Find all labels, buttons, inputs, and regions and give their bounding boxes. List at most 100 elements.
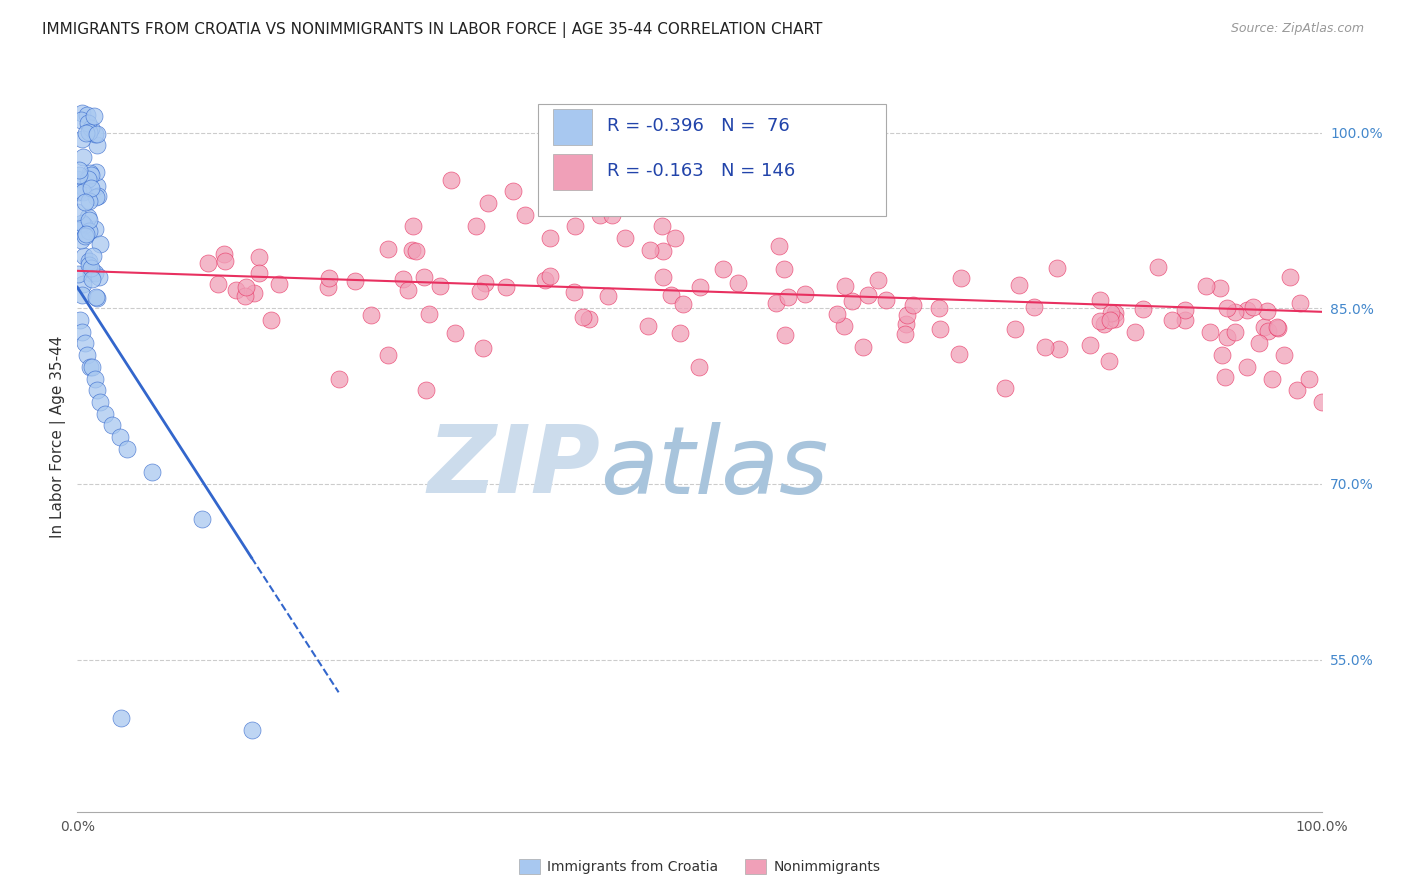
Point: [73, 336, 96, 351]
Point: [664, 231, 686, 245]
Point: [1216, 301, 1239, 316]
Point: [83, 222, 105, 236]
Point: [1241, 300, 1264, 314]
Point: [994, 381, 1017, 395]
Point: [67, 169, 90, 183]
Point: [84, 189, 107, 203]
Point: [73, 249, 96, 263]
Text: R = -0.396   N =  76: R = -0.396 N = 76: [607, 117, 790, 135]
Point: [765, 295, 787, 310]
Point: [77, 171, 100, 186]
Point: [73, 181, 96, 195]
Point: [1265, 320, 1288, 334]
Point: [66, 205, 89, 219]
Point: [84, 165, 107, 179]
Point: [1099, 313, 1122, 327]
Point: [474, 276, 496, 290]
Point: [80, 120, 103, 135]
Point: [1298, 371, 1320, 385]
Point: [79, 359, 101, 374]
Point: [852, 340, 875, 354]
Point: [267, 277, 290, 292]
Point: [875, 293, 897, 307]
Point: [834, 278, 856, 293]
Point: [89, 270, 111, 285]
Point: [502, 184, 524, 198]
Point: [1236, 359, 1258, 374]
Point: [80, 267, 103, 281]
Point: [1099, 306, 1122, 320]
Point: [776, 290, 799, 304]
Point: [67, 163, 90, 178]
Point: [793, 286, 815, 301]
Point: [207, 277, 229, 291]
Point: [418, 307, 440, 321]
Point: [141, 465, 163, 479]
Text: IMMIGRANTS FROM CROATIA VS NONIMMIGRANTS IN LABOR FORCE | AGE 35-44 CORRELATION : IMMIGRANTS FROM CROATIA VS NONIMMIGRANTS…: [42, 22, 823, 38]
Point: [70, 216, 93, 230]
Point: [1094, 318, 1116, 332]
Point: [1098, 354, 1121, 368]
Point: [377, 242, 399, 256]
Legend: Immigrants from Croatia, Nonimmigrants: Immigrants from Croatia, Nonimmigrants: [513, 854, 886, 880]
Point: [67, 268, 90, 282]
Point: [1213, 369, 1236, 384]
Point: [343, 275, 366, 289]
Text: Source: ZipAtlas.com: Source: ZipAtlas.com: [1230, 22, 1364, 36]
Point: [225, 283, 247, 297]
Point: [564, 219, 586, 234]
Point: [391, 272, 413, 286]
Point: [72, 106, 94, 120]
Point: [1216, 330, 1239, 344]
Point: [439, 172, 461, 186]
Point: [1046, 260, 1069, 275]
Point: [69, 313, 91, 327]
Point: [896, 308, 918, 322]
Point: [429, 279, 451, 293]
Point: [1272, 348, 1295, 362]
Point: [79, 212, 101, 227]
Bar: [553, 109, 592, 145]
Point: [1288, 295, 1310, 310]
Point: [659, 287, 682, 301]
Point: [87, 188, 110, 202]
Point: [444, 326, 467, 340]
Point: [1147, 260, 1170, 274]
Point: [77, 223, 100, 237]
Point: [1033, 340, 1056, 354]
Point: [562, 285, 585, 300]
Point: [768, 239, 790, 253]
Point: [1223, 325, 1246, 339]
Point: [191, 512, 214, 526]
Point: [651, 244, 673, 259]
Point: [571, 310, 593, 324]
Point: [86, 127, 108, 141]
Point: [214, 247, 236, 261]
Point: [93, 407, 115, 421]
Point: [1310, 395, 1333, 409]
Point: [1004, 322, 1026, 336]
Point: [1008, 277, 1031, 292]
Point: [1285, 384, 1308, 398]
Point: [772, 261, 794, 276]
Point: [86, 291, 108, 305]
Point: [77, 194, 100, 209]
Point: [949, 271, 972, 285]
Point: [108, 430, 131, 444]
Point: [538, 268, 561, 283]
Point: [80, 168, 103, 182]
Point: [69, 233, 91, 247]
Point: [1256, 304, 1278, 318]
Point: [515, 208, 537, 222]
Point: [1253, 320, 1275, 334]
Point: [551, 196, 574, 211]
Point: [825, 307, 848, 321]
Point: [413, 269, 436, 284]
Point: [589, 208, 612, 222]
Point: [727, 277, 749, 291]
Text: ZIP: ZIP: [427, 421, 600, 513]
Point: [1278, 269, 1301, 284]
Point: [66, 223, 89, 237]
Point: [1236, 303, 1258, 318]
Point: [396, 283, 419, 297]
